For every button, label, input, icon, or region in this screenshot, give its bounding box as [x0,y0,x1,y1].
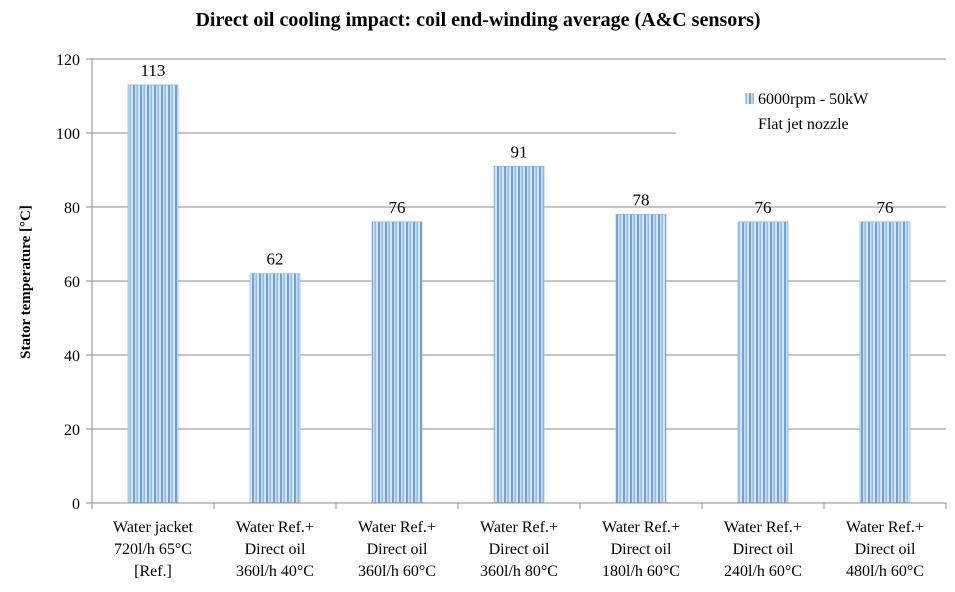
x-tick-label: Water jacket 720l/h 65°C [Ref.] [113,519,194,580]
x-tick-label: Water Ref.+ Direct oil 240l/h 60°C [724,519,802,580]
bar [493,166,545,504]
data-label: 113 [141,61,166,80]
x-tick-label: Water Ref.+ Direct oil 360l/h 60°C [358,519,436,580]
x-tick-label-line: Water Ref.+ [480,519,558,536]
legend: 6000rpm - 50kW Flat jet nozzle [676,60,951,158]
data-label: 62 [267,250,284,269]
data-label: 76 [755,198,772,217]
x-tick-label: Water Ref.+ Direct oil 360l/h 80°C [480,519,558,580]
x-tick-label-line: Water Ref.+ [358,519,436,536]
x-tick-label-line: Direct oil [733,541,794,558]
x-tick-label: Water Ref.+ Direct oil 480l/h 60°C [846,519,924,580]
x-tick-label-line: 360l/h 80°C [480,563,558,580]
x-tick-label-line: 480l/h 60°C [846,563,924,580]
y-tick-label: 120 [56,52,80,69]
x-tick-label-line: [Ref.] [134,563,172,580]
bar [737,221,789,504]
x-tick-label-line: Direct oil [611,541,672,558]
bars [127,84,911,504]
x-tick-label-line: 240l/h 60°C [724,563,802,580]
bar [127,84,179,504]
legend-box [676,60,951,158]
x-tick-label-line: Water jacket [113,519,194,536]
x-tick-label-line: 360l/h 60°C [358,563,436,580]
x-tick-label-line: Direct oil [367,541,428,558]
x-tick-label-line: Water Ref.+ [236,519,314,536]
bar [249,273,301,504]
y-axis-label: Stator temperature [°C] [18,205,34,359]
bar [859,221,911,504]
y-tick-label: 0 [72,496,80,513]
legend-swatch [745,93,754,104]
x-tick-label-line: Direct oil [489,541,550,558]
x-tick-label-line: Water Ref.+ [846,519,924,536]
data-label: 91 [511,142,528,161]
data-label: 78 [633,190,650,209]
x-axis: Water jacket 720l/h 65°C [Ref.] Water Ref.+… [91,502,947,580]
x-tick-label-line: 180l/h 60°C [602,563,680,580]
x-tick-label-line: 360l/h 40°C [236,563,314,580]
bar [371,221,423,504]
x-tick-label: Water Ref.+ Direct oil 360l/h 40°C [236,519,314,580]
x-tick-label-line: Direct oil [855,541,916,558]
data-label: 76 [389,198,406,217]
x-tick-label: Water Ref.+ Direct oil 180l/h 60°C [602,519,680,580]
x-tick-label-line: 720l/h 65°C [114,541,192,558]
y-tick-label: 20 [64,422,80,439]
chart-title: Direct oil cooling impact: coil end-wind… [195,9,760,31]
bar [615,214,667,504]
x-tick-label-line: Water Ref.+ [602,519,680,536]
y-tick-label: 80 [64,200,80,217]
y-tick-label: 100 [56,126,80,143]
y-tick-label: 60 [64,274,80,291]
x-tick-label-line: Direct oil [245,541,306,558]
x-tick-label-line: Water Ref.+ [724,519,802,536]
legend-series-name: 6000rpm - 50kW [758,91,869,108]
data-labels: 113 62 76 91 78 76 76 [141,61,894,269]
legend-series-subtitle: Flat jet nozzle [758,116,849,133]
y-tick-label: 40 [64,348,80,365]
data-label: 76 [877,198,894,217]
y-axis: 0 20 40 60 80 100 120 [56,52,93,513]
